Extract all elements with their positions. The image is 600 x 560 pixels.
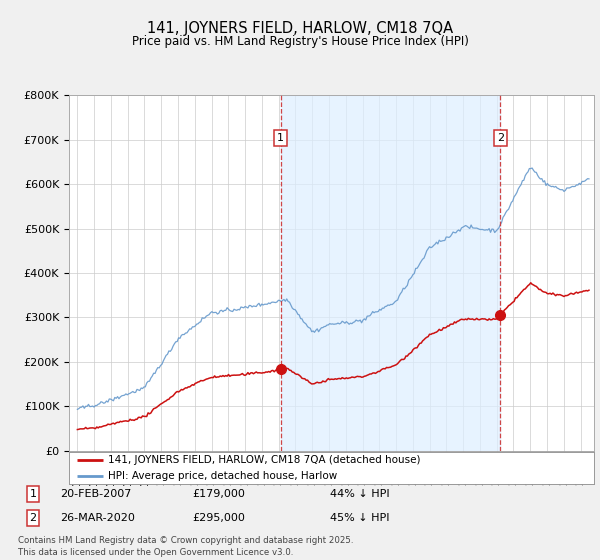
Text: 1: 1 — [29, 489, 37, 499]
Text: £179,000: £179,000 — [192, 489, 245, 499]
Text: 141, JOYNERS FIELD, HARLOW, CM18 7QA (detached house): 141, JOYNERS FIELD, HARLOW, CM18 7QA (de… — [109, 455, 421, 465]
Text: 45% ↓ HPI: 45% ↓ HPI — [330, 513, 389, 523]
Text: 2: 2 — [29, 513, 37, 523]
Text: 26-MAR-2020: 26-MAR-2020 — [60, 513, 135, 523]
Text: 44% ↓ HPI: 44% ↓ HPI — [330, 489, 389, 499]
Text: 1: 1 — [277, 133, 284, 143]
Bar — [281, 95, 500, 451]
Text: 141, JOYNERS FIELD, HARLOW, CM18 7QA: 141, JOYNERS FIELD, HARLOW, CM18 7QA — [147, 21, 453, 36]
Text: HPI: Average price, detached house, Harlow: HPI: Average price, detached house, Harl… — [109, 472, 338, 481]
Text: £295,000: £295,000 — [192, 513, 245, 523]
Text: Contains HM Land Registry data © Crown copyright and database right 2025.
This d: Contains HM Land Registry data © Crown c… — [18, 536, 353, 557]
Text: Price paid vs. HM Land Registry's House Price Index (HPI): Price paid vs. HM Land Registry's House … — [131, 35, 469, 48]
Text: 20-FEB-2007: 20-FEB-2007 — [60, 489, 131, 499]
Text: 2: 2 — [497, 133, 504, 143]
